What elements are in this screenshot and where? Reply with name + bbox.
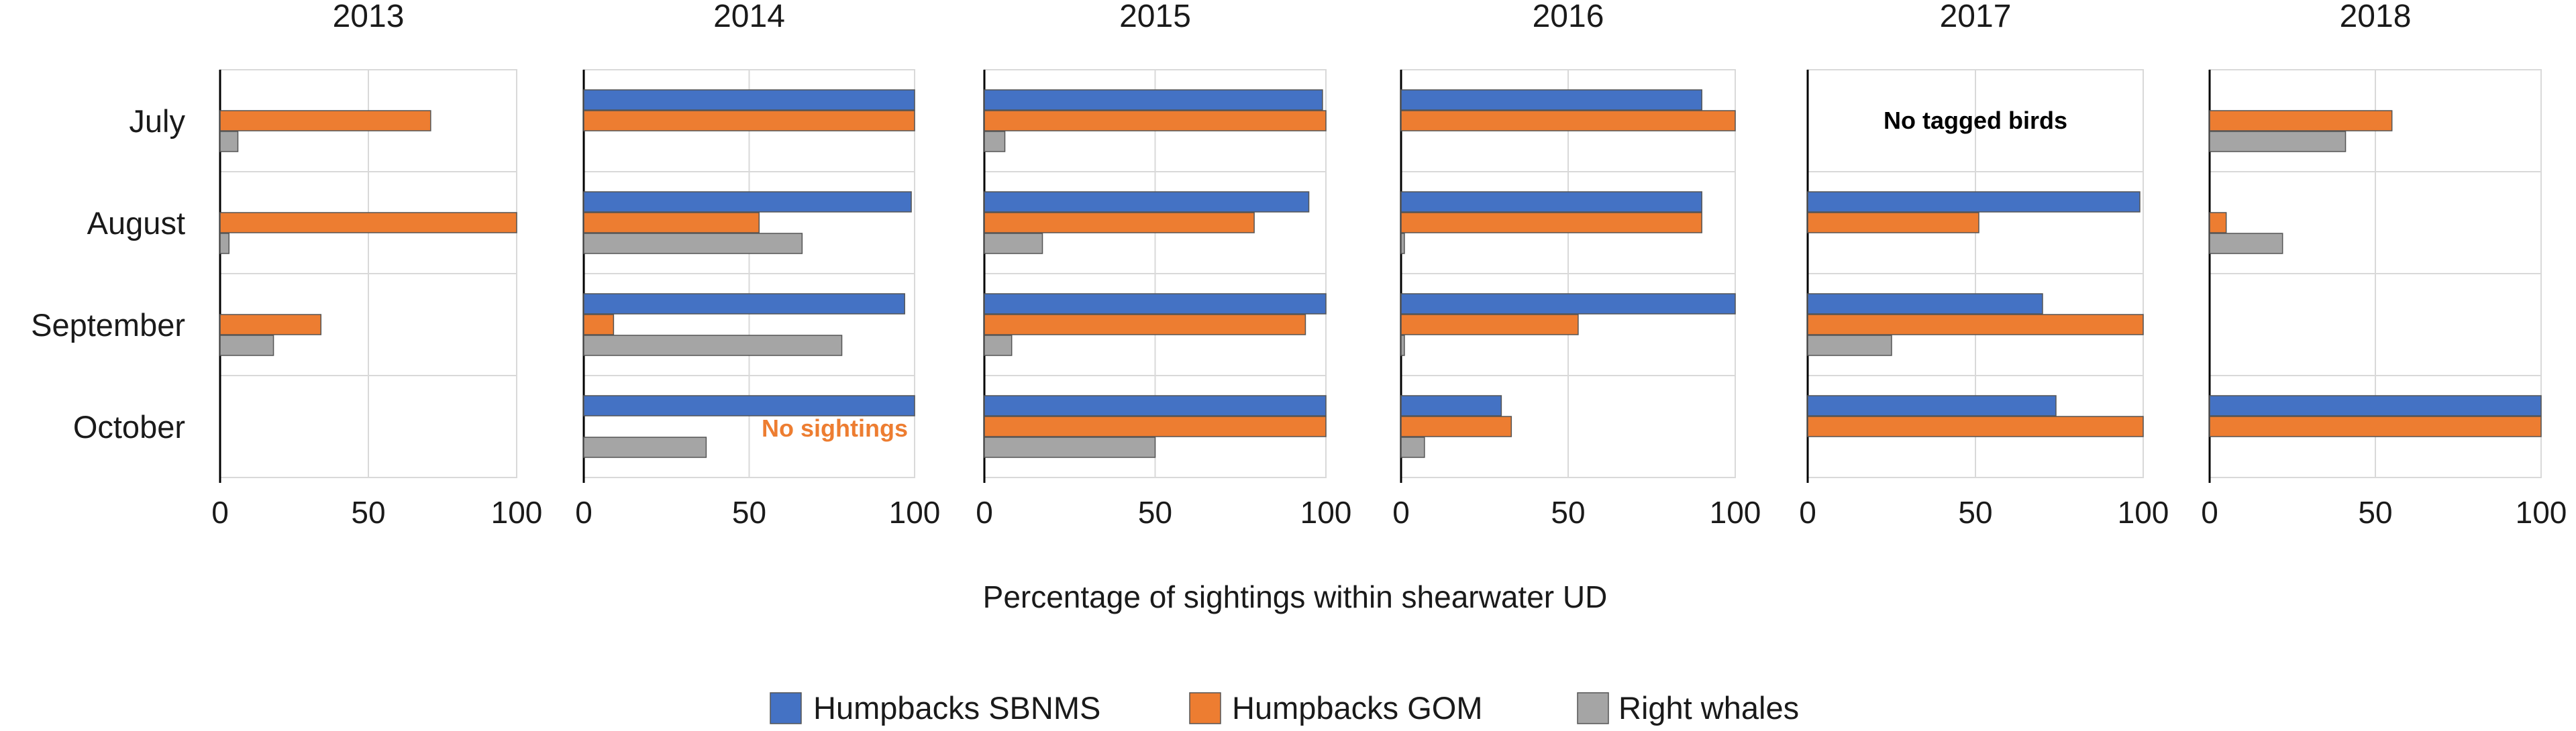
x-axis-title: Percentage of sightings within shearwate… <box>983 579 1608 614</box>
bar-2014-august-humpbacks-gom <box>583 212 760 233</box>
bar-2017-september-humpbacks-sbnms <box>1807 293 2043 315</box>
bar-2015-july-humpbacks-sbnms <box>984 89 1323 111</box>
bar-2013-september-humpbacks-gom <box>219 314 322 335</box>
category-label-october: October <box>73 409 185 445</box>
bar-2014-july-humpbacks-gom <box>583 110 915 131</box>
panel-2013-title: 2013 <box>333 0 405 34</box>
bar-2015-september-right-whales <box>984 335 1013 356</box>
legend-swatch-humpbacks-sbnms <box>770 692 802 724</box>
panel-2018-x-tick-0: 0 <box>2201 495 2218 530</box>
bar-2016-september-humpbacks-gom <box>1400 314 1579 335</box>
panel-2015-title: 2015 <box>1119 0 1191 34</box>
bar-2016-july-humpbacks-gom <box>1400 110 1736 131</box>
bar-2015-july-humpbacks-gom <box>984 110 1327 131</box>
category-label-august: August <box>87 205 185 241</box>
bar-2017-september-humpbacks-gom <box>1807 314 2144 335</box>
bar-2014-september-right-whales <box>583 335 843 356</box>
bar-2018-august-humpbacks-gom <box>2209 212 2227 233</box>
bar-2018-july-right-whales <box>2209 131 2347 152</box>
panel-2014-x-tick-0: 0 <box>575 495 593 530</box>
panel-2016-x-tick-100: 100 <box>1710 495 1761 530</box>
bar-2013-september-right-whales <box>219 335 274 356</box>
panel-2013-x-tick-50: 50 <box>351 495 385 530</box>
legend-label-humpbacks-sbnms: Humpbacks SBNMS <box>813 690 1100 726</box>
bar-2016-october-humpbacks-gom <box>1400 416 1512 437</box>
bar-2014-october-humpbacks-sbnms <box>583 395 915 416</box>
bar-2014-september-humpbacks-sbnms <box>583 293 905 315</box>
bar-2015-july-right-whales <box>984 131 1006 152</box>
panel-2017-x-tick-0: 0 <box>1799 495 1816 530</box>
panel-2015-x-tick-0: 0 <box>976 495 993 530</box>
legend-label-humpbacks-gom: Humpbacks GOM <box>1232 690 1482 726</box>
legend-swatch-right-whales <box>1577 692 1609 724</box>
category-label-september: September <box>31 307 185 343</box>
bar-2015-october-humpbacks-gom <box>984 416 1327 437</box>
bar-2016-october-right-whales <box>1400 437 1425 458</box>
bar-2015-august-right-whales <box>984 233 1043 254</box>
panel-2018-x-tick-50: 50 <box>2358 495 2392 530</box>
bar-2015-september-humpbacks-gom <box>984 314 1306 335</box>
bar-2017-august-humpbacks-sbnms <box>1807 191 2141 213</box>
bar-2013-august-humpbacks-gom <box>219 212 517 233</box>
panel-2017-title: 2017 <box>1940 0 2012 34</box>
panel-2014-x-tick-100: 100 <box>889 495 941 530</box>
bar-2014-september-humpbacks-gom <box>583 314 615 335</box>
bar-2013-july-humpbacks-gom <box>219 110 431 131</box>
panel-2017-x-tick-50: 50 <box>1958 495 1992 530</box>
panel-2014-annotation: No sightings <box>762 414 908 442</box>
panel-2014-title: 2014 <box>713 0 785 34</box>
panel-2016-x-tick-0: 0 <box>1392 495 1410 530</box>
bar-2015-august-humpbacks-gom <box>984 212 1255 233</box>
bar-2018-august-right-whales <box>2209 233 2283 254</box>
bar-2015-september-humpbacks-sbnms <box>984 293 1327 315</box>
panel-2017-annotation: No tagged birds <box>1884 107 2067 134</box>
panel-2014-x-tick-50: 50 <box>732 495 766 530</box>
panel-2017-x-tick-100: 100 <box>2118 495 2169 530</box>
panel-2013-x-tick-0: 0 <box>211 495 229 530</box>
bar-2016-september-humpbacks-sbnms <box>1400 293 1736 315</box>
panel-2016-x-tick-50: 50 <box>1551 495 1585 530</box>
bar-2016-october-humpbacks-sbnms <box>1400 395 1502 416</box>
bar-2018-october-humpbacks-sbnms <box>2209 395 2542 416</box>
bar-2015-august-humpbacks-sbnms <box>984 191 1310 213</box>
bar-2014-july-humpbacks-sbnms <box>583 89 915 111</box>
bar-2013-august-right-whales <box>219 233 230 254</box>
bar-2017-september-right-whales <box>1807 335 1892 356</box>
panel-2018-x-tick-100: 100 <box>2516 495 2567 530</box>
bar-2017-october-humpbacks-gom <box>1807 416 2144 437</box>
bar-2017-october-humpbacks-sbnms <box>1807 395 2057 416</box>
bar-2017-august-humpbacks-gom <box>1807 212 1979 233</box>
panel-2018-title: 2018 <box>2340 0 2412 34</box>
bar-2016-july-humpbacks-sbnms <box>1400 89 1702 111</box>
bar-2016-august-humpbacks-sbnms <box>1400 191 1702 213</box>
bar-2014-october-right-whales <box>583 437 707 458</box>
category-label-july: July <box>129 103 185 139</box>
panel-2015-x-tick-100: 100 <box>1300 495 1352 530</box>
bar-2014-august-right-whales <box>583 233 803 254</box>
legend-label-right-whales: Right whales <box>1618 690 1799 726</box>
legend-swatch-humpbacks-gom <box>1189 692 1221 724</box>
bar-2015-october-right-whales <box>984 437 1156 458</box>
bar-2015-october-humpbacks-sbnms <box>984 395 1327 416</box>
bar-2016-september-right-whales <box>1400 335 1405 356</box>
bar-2013-july-right-whales <box>219 131 239 152</box>
panel-2013-x-tick-100: 100 <box>491 495 543 530</box>
bar-2018-october-humpbacks-gom <box>2209 416 2542 437</box>
bar-2014-august-humpbacks-sbnms <box>583 191 912 213</box>
panel-2016-title: 2016 <box>1533 0 1604 34</box>
bar-2018-july-humpbacks-gom <box>2209 110 2393 131</box>
bar-2016-august-right-whales <box>1400 233 1405 254</box>
bar-2016-august-humpbacks-gom <box>1400 212 1702 233</box>
panel-2015-x-tick-50: 50 <box>1138 495 1172 530</box>
